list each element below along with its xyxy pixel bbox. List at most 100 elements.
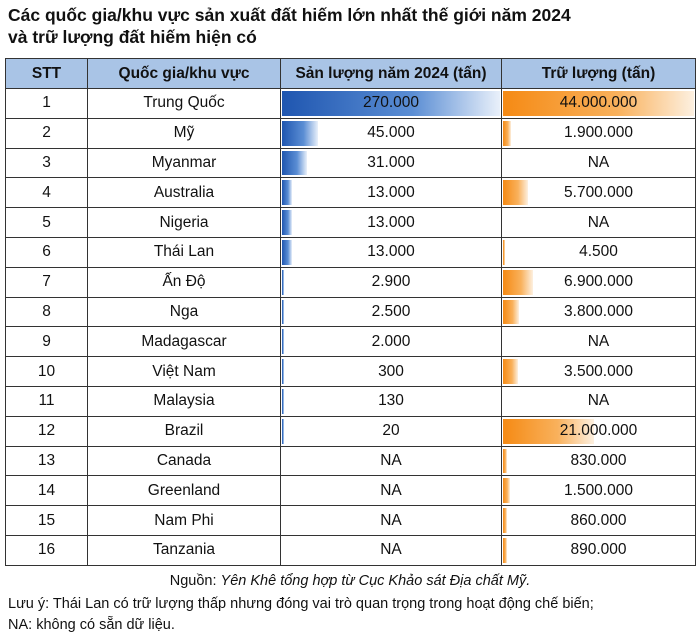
cell-production-value: 2.000: [371, 332, 411, 350]
table-row: 8 Nga 2.500 3.800.000: [5, 296, 696, 328]
production-bar: [282, 210, 293, 235]
cell-reserves-value: 21.000.000: [559, 422, 638, 440]
reserves-bar: [503, 478, 510, 504]
reserves-bar: [503, 180, 528, 206]
reserves-bar: [503, 508, 507, 533]
cell-stt: 10: [5, 356, 88, 387]
cell-reserves: 3.800.000: [501, 296, 696, 328]
cell-reserves-value: 5.700.000: [564, 183, 633, 201]
cell-reserves-value: 860.000: [570, 511, 627, 529]
cell-stt: 13: [5, 445, 88, 477]
cell-country: Thái Lan: [87, 236, 281, 268]
cell-reserves-value: NA: [587, 392, 610, 410]
cell-stt: 9: [5, 326, 88, 358]
cell-reserves: 890.000: [501, 534, 696, 566]
table-row: 10 Việt Nam 300 3.500.000: [5, 356, 696, 387]
cell-production: NA: [280, 445, 502, 477]
table-row: 12 Brazil 20 21.000.000: [5, 415, 696, 447]
reserves-bar: [503, 269, 533, 295]
cell-reserves: 830.000: [501, 445, 696, 477]
table-row: 6 Thái Lan 13.000 4.500: [5, 236, 696, 268]
cell-stt: 16: [5, 534, 88, 566]
cell-production: 20: [280, 415, 502, 447]
cell-production-value: 2.900: [371, 273, 411, 291]
table-row: 4 Australia 13.000 5.700.000: [5, 177, 696, 209]
cell-stt: 7: [5, 266, 88, 298]
cell-country: Mỹ: [87, 117, 281, 149]
cell-stt: 12: [5, 415, 88, 447]
production-bar: [282, 359, 284, 384]
source-note: Nguồn: Yên Khê tổng hợp từ Cục Khảo sát …: [0, 571, 700, 592]
reserves-bar: [503, 537, 507, 563]
cell-production-value: 300: [378, 362, 404, 380]
table-body: 1 Trung Quốc 270.000 44.000.000 2 Mỹ 45.000 1.9…: [5, 88, 696, 566]
title-line-2: và trữ lượng đất hiếm hiện có: [8, 27, 257, 47]
cell-production: NA: [280, 534, 502, 566]
cell-stt: 2: [5, 117, 88, 149]
reserves-bar: [503, 448, 507, 474]
cell-reserves: NA: [501, 326, 696, 358]
cell-reserves-value: 4.500: [579, 243, 618, 261]
cell-production: 13.000: [280, 236, 502, 268]
cell-production: NA: [280, 505, 502, 536]
production-bar: [282, 150, 308, 176]
cell-reserves: NA: [501, 207, 696, 238]
cell-production-value: 45.000: [367, 124, 415, 142]
reserves-bar: [503, 91, 694, 116]
cell-production-value: NA: [380, 481, 402, 499]
cell-production-value: 13.000: [367, 183, 415, 201]
cell-country: Việt Nam: [87, 356, 281, 387]
source-text: Yên Khê tổng hợp từ Cục Khảo sát Địa chấ…: [220, 573, 531, 589]
cell-production-value: 31.000: [367, 153, 415, 171]
header-country: Quốc gia/khu vực: [87, 58, 281, 89]
title-line-1: Các quốc gia/khu vực sản xuất đất hiếm l…: [8, 5, 571, 25]
reserves-bar: [503, 359, 519, 384]
cell-production: 270.000: [280, 88, 502, 119]
cell-reserves: 860.000: [501, 505, 696, 536]
cell-production: 130: [280, 385, 502, 417]
reserves-bar: [503, 239, 505, 265]
note-line-2: NA: không có sẵn dữ liệu.: [8, 617, 175, 633]
production-bar: [282, 180, 293, 206]
cell-production: 13.000: [280, 207, 502, 238]
cell-production-value: 2.500: [371, 302, 411, 320]
table-row: 3 Myanmar 31.000 NA: [5, 147, 696, 179]
cell-country: Madagascar: [87, 326, 281, 358]
cell-reserves-value: 1.900.000: [564, 124, 633, 142]
chart-title: Các quốc gia/khu vực sản xuất đất hiếm l…: [8, 4, 688, 48]
cell-stt: 14: [5, 475, 88, 507]
cell-reserves-value: 3.500.000: [564, 362, 633, 380]
production-bar: [282, 239, 293, 265]
cell-production: 2.000: [280, 326, 502, 358]
cell-country: Ấn Độ: [87, 266, 281, 298]
cell-reserves: 21.000.000: [501, 415, 696, 447]
table-row: 7 Ấn Độ 2.900 6.900.000: [5, 266, 696, 298]
cell-reserves-value: NA: [587, 213, 610, 231]
cell-stt: 5: [5, 207, 88, 238]
cell-production-value: 130: [378, 392, 404, 410]
cell-country: Brazil: [87, 415, 281, 447]
cell-reserves-value: 44.000.000: [559, 94, 638, 112]
cell-production: NA: [280, 475, 502, 507]
cell-production-value: NA: [380, 541, 402, 559]
cell-reserves: 1.900.000: [501, 117, 696, 149]
source-prefix: Nguồn:: [169, 573, 217, 589]
cell-reserves-value: 6.900.000: [564, 273, 633, 291]
cell-country: Greenland: [87, 475, 281, 507]
cell-reserves: NA: [501, 147, 696, 179]
reserves-bar: [503, 418, 595, 444]
production-bar: [282, 329, 284, 355]
cell-production-value: NA: [380, 511, 402, 529]
production-bar: [282, 91, 500, 116]
table-row: 11 Malaysia 130 NA: [5, 385, 696, 417]
cell-stt: 1: [5, 88, 88, 119]
note-line-1: Lưu ý: Thái Lan có trữ lượng thấp nhưng …: [8, 596, 594, 612]
cell-country: Malaysia: [87, 385, 281, 417]
table-row: 1 Trung Quốc 270.000 44.000.000: [5, 88, 696, 119]
table-row: 13 Canada NA 830.000: [5, 445, 696, 477]
cell-production: 13.000: [280, 177, 502, 209]
cell-reserves: NA: [501, 385, 696, 417]
cell-stt: 3: [5, 147, 88, 179]
table-row: 15 Nam Phi NA 860.000: [5, 505, 696, 536]
header-production: Sản lượng năm 2024 (tấn): [280, 58, 502, 89]
